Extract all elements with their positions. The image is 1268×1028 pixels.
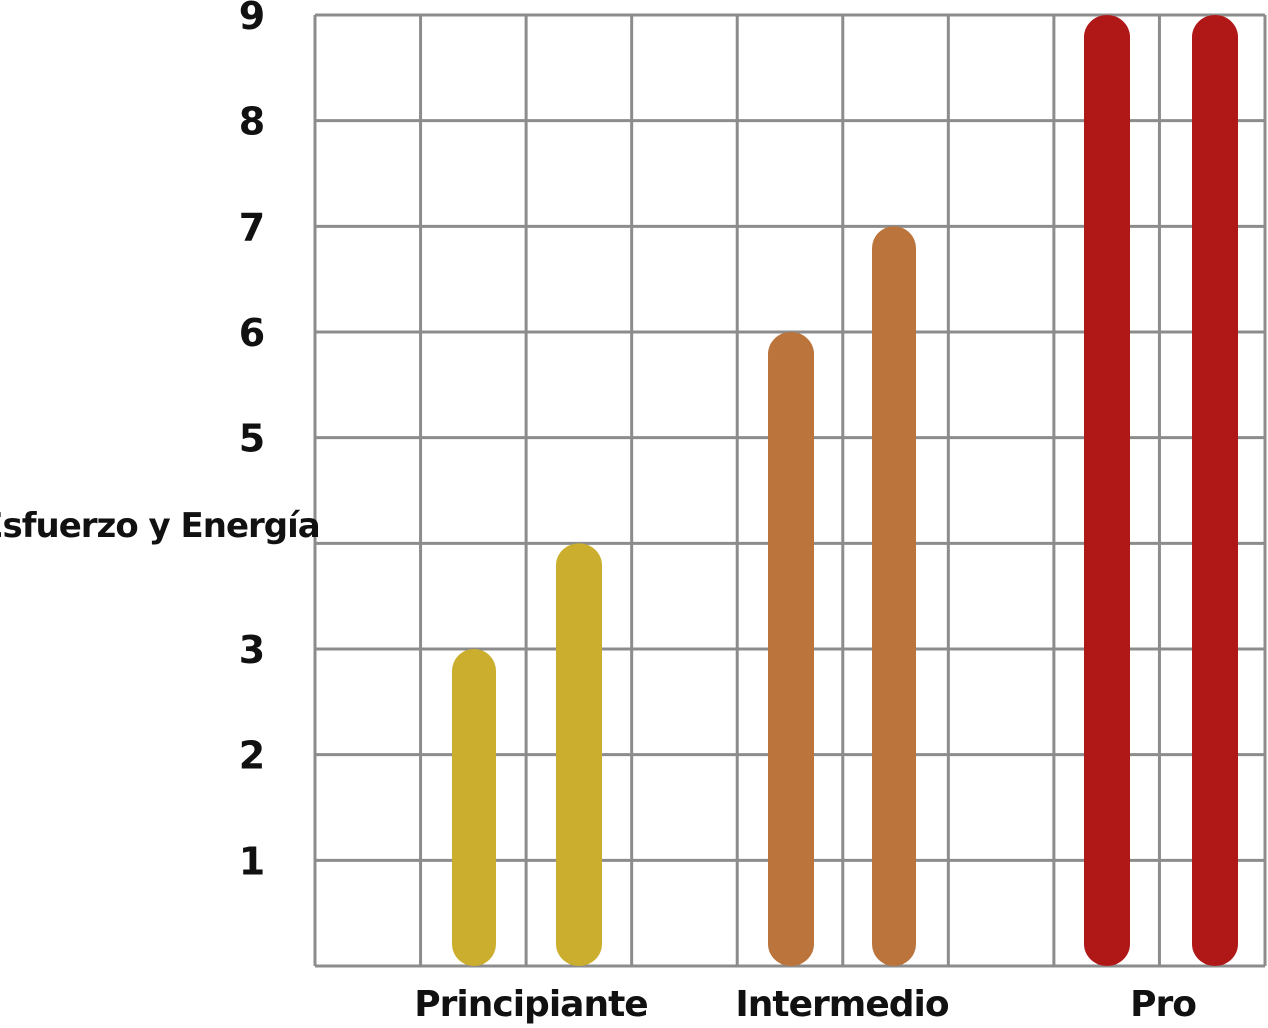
y-tick-label: 8 — [239, 100, 265, 144]
y-tick-labels: 1 2 3 5 6 7 8 9 — [239, 0, 265, 883]
x-category-label: Principiante — [414, 984, 647, 1025]
bar-intermedio-1 — [768, 332, 814, 966]
y-tick-label: 7 — [239, 205, 265, 249]
bar-pro-2 — [1192, 15, 1238, 966]
bar-principiante-2 — [556, 543, 602, 966]
y-axis-label: Esfuerzo y Energía — [0, 506, 320, 546]
bar-principiante-1 — [452, 649, 496, 966]
y-tick-label: 1 — [239, 839, 265, 883]
x-category-label: Pro — [1130, 984, 1196, 1025]
bar-pro-1 — [1084, 15, 1130, 966]
y-tick-label: 5 — [239, 417, 265, 461]
bar-intermedio-2 — [872, 226, 916, 967]
y-tick-label: 2 — [239, 734, 265, 778]
x-category-label: Intermedio — [735, 984, 948, 1025]
grid — [313, 13, 1267, 968]
y-tick-label: 3 — [239, 628, 265, 672]
bars — [452, 15, 1238, 967]
y-tick-label: 9 — [239, 0, 265, 38]
y-tick-label: 6 — [239, 311, 265, 355]
x-category-labels: Principiante Intermedio Pro — [414, 984, 1197, 1025]
